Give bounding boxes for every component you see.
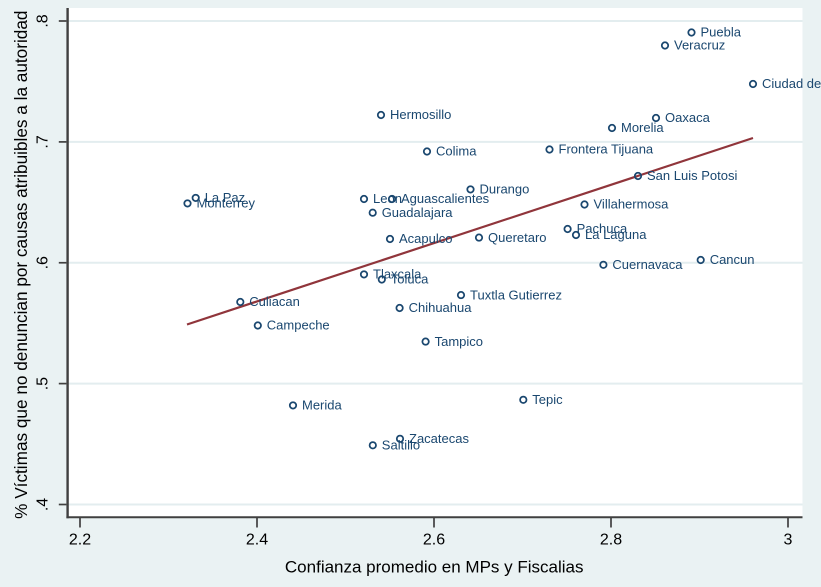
svg-text:.4: .4: [35, 498, 52, 511]
svg-text:Toluca: Toluca: [391, 272, 429, 287]
svg-text:San Luis Potosi: San Luis Potosi: [647, 168, 737, 183]
svg-text:2.2: 2.2: [69, 532, 91, 549]
svg-text:Cuernavaca: Cuernavaca: [612, 257, 683, 272]
svg-text:.7: .7: [35, 135, 52, 148]
svg-text:% Víctimas que no denuncian po: % Víctimas que no denuncian por causas a…: [11, 11, 31, 519]
svg-text:Pachuca: Pachuca: [577, 221, 628, 236]
svg-text:Colima: Colima: [436, 144, 477, 159]
svg-text:Puebla: Puebla: [701, 25, 742, 40]
svg-text:La Paz: La Paz: [205, 190, 245, 205]
svg-text:Monterrey: Monterrey: [197, 196, 256, 211]
svg-text:La Laguna: La Laguna: [585, 227, 647, 242]
svg-text:Ciudad de Mexico: Ciudad de Mexico: [762, 76, 821, 91]
svg-text:Aguascalientes: Aguascalientes: [401, 191, 490, 206]
svg-text:.8: .8: [35, 14, 52, 27]
svg-text:Zacatecas: Zacatecas: [409, 431, 469, 446]
svg-text:.5: .5: [35, 377, 52, 390]
svg-text:3: 3: [784, 532, 793, 549]
svg-text:Veracruz: Veracruz: [674, 38, 725, 53]
svg-text:Tuxtla Gutierrez: Tuxtla Gutierrez: [470, 287, 562, 302]
svg-text:.6: .6: [35, 256, 52, 269]
svg-text:Villahermosa: Villahermosa: [594, 197, 670, 212]
svg-text:Morelia: Morelia: [621, 120, 664, 135]
svg-text:Leon: Leon: [373, 191, 402, 206]
svg-text:2.6: 2.6: [423, 532, 445, 549]
svg-text:Guadalajara: Guadalajara: [382, 205, 454, 220]
svg-text:Durango: Durango: [480, 182, 530, 197]
svg-text:Chihuahua: Chihuahua: [409, 300, 473, 315]
svg-text:Queretaro: Queretaro: [488, 230, 547, 245]
svg-text:Merida: Merida: [302, 398, 343, 413]
svg-text:Campeche: Campeche: [267, 318, 330, 333]
svg-text:Oaxaca: Oaxaca: [665, 110, 711, 125]
svg-text:Acapulco: Acapulco: [399, 231, 452, 246]
svg-text:Culiacan: Culiacan: [249, 294, 300, 309]
svg-text:Frontera Tijuana: Frontera Tijuana: [559, 142, 654, 157]
svg-text:Tepic: Tepic: [532, 392, 563, 407]
svg-text:Hermosillo: Hermosillo: [390, 107, 451, 122]
svg-text:2.4: 2.4: [246, 532, 268, 549]
svg-text:Tampico: Tampico: [435, 334, 483, 349]
svg-text:Cancun: Cancun: [710, 252, 755, 267]
svg-text:Tlaxcala: Tlaxcala: [373, 267, 422, 282]
svg-text:Confianza promedio en MPs y Fi: Confianza promedio en MPs y Fiscalias: [285, 558, 584, 577]
svg-text:Saltillo: Saltillo: [382, 438, 420, 453]
svg-text:2.8: 2.8: [600, 532, 622, 549]
